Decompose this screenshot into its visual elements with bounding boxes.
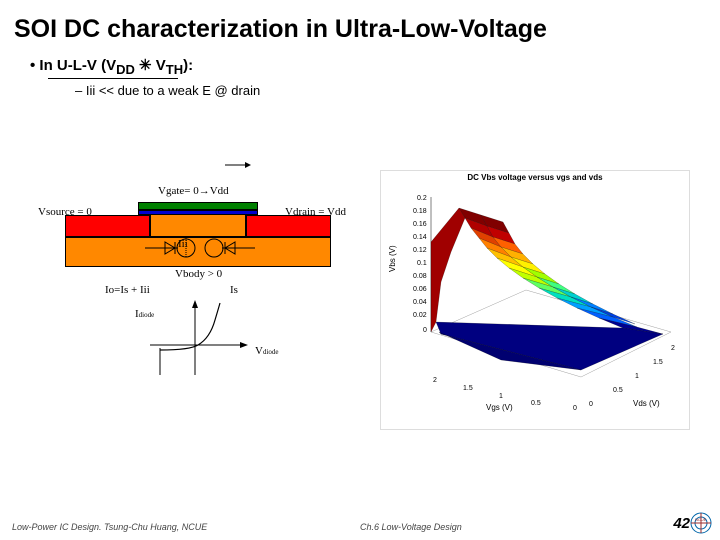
label-iii: Iii (178, 238, 188, 250)
label-idiode: Idiode (135, 308, 154, 320)
label-vbody: Vbody > 0 (173, 268, 224, 280)
diode-source-icon (140, 238, 200, 266)
svg-text:0.2: 0.2 (417, 195, 427, 202)
svg-text:0.1: 0.1 (417, 260, 427, 267)
bullet1-suffix: ): (183, 57, 193, 74)
svg-text:0: 0 (589, 401, 593, 408)
svg-text:1: 1 (499, 393, 503, 400)
svg-text:0.14: 0.14 (413, 234, 427, 241)
bullet1-cross: ✳ V (135, 57, 166, 74)
surface-canvas: 0.2 0.18 0.16 0.14 0.12 0.1 0.08 0.06 0.… (381, 182, 689, 412)
ncue-logo-icon: NCUE (690, 512, 712, 534)
surface-title: DC Vbs voltage versus vgs and vds (381, 171, 689, 182)
slide-title: SOI DC characterization in Ultra-Low-Vol… (0, 0, 720, 50)
p-channel (150, 215, 246, 237)
label-vdiode: Vdiode (255, 345, 279, 357)
sub-dd: DD (116, 62, 135, 77)
arrow-icon (225, 160, 251, 170)
transistor-diagram: Vgate= 0→Vdd Vsource = 0 Vdrain = Vdd Ii… (50, 190, 350, 450)
svg-text:1.5: 1.5 (653, 359, 663, 366)
svg-text:1.5: 1.5 (463, 385, 473, 392)
svg-text:0: 0 (573, 405, 577, 412)
nplus-source (65, 215, 150, 237)
svg-text:0.18: 0.18 (413, 208, 427, 215)
sub-th: TH (166, 62, 183, 77)
svg-text:0.04: 0.04 (413, 299, 427, 306)
svg-text:0.12: 0.12 (413, 247, 427, 254)
label-is: Is (230, 284, 238, 296)
svg-text:Vds (V): Vds (V) (633, 399, 660, 408)
surface-svg: 0.2 0.18 0.16 0.14 0.12 0.1 0.08 0.06 0.… (381, 182, 691, 412)
diode-iv-plot (140, 300, 250, 380)
footer-page: 42 (673, 515, 690, 532)
footer-left: Low-Power IC Design. Tsung-Chu Huang, NC… (12, 522, 207, 532)
bullet-ulv: • In U-L-V (VDD ✳ VTH): (0, 50, 720, 77)
label-io: Io=Is + Iii (105, 284, 150, 296)
bullet-iii: – Iii << due to a weak E @ drain (0, 79, 720, 98)
label-vgate: Vgate= 0→Vdd (158, 185, 229, 197)
svg-text:Vgs (V): Vgs (V) (486, 403, 513, 412)
svg-text:0.08: 0.08 (413, 273, 427, 280)
svg-text:0.5: 0.5 (531, 400, 541, 407)
svg-text:NCUE: NCUE (695, 517, 707, 522)
diode-drain-icon (200, 238, 260, 266)
footer-mid: Ch.6 Low-Voltage Design (360, 522, 462, 532)
svg-text:0.5: 0.5 (613, 387, 623, 394)
svg-text:0.16: 0.16 (413, 221, 427, 228)
nplus-drain (246, 215, 331, 237)
svg-text:1: 1 (635, 373, 639, 380)
svg-text:2: 2 (433, 377, 437, 384)
svg-text:0.02: 0.02 (413, 312, 427, 319)
svg-text:0.06: 0.06 (413, 286, 427, 293)
svg-text:2: 2 (671, 345, 675, 352)
bullet1-prefix: • In U-L-V (V (30, 57, 116, 74)
svg-text:Vbs (V): Vbs (V) (388, 245, 397, 272)
gate-poly (138, 202, 258, 210)
svg-text:0: 0 (423, 327, 427, 334)
surface-plot: DC Vbs voltage versus vgs and vds 0.2 0.… (380, 170, 690, 430)
